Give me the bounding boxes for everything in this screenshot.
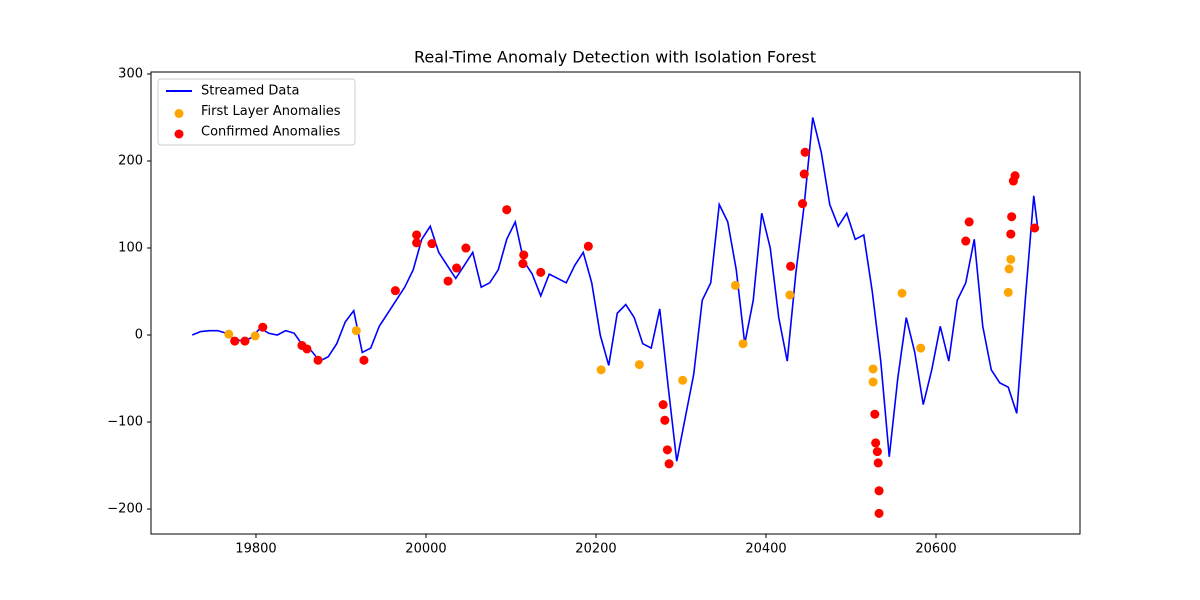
x-tick-label: 20400 — [745, 542, 786, 557]
data-line — [191, 117, 1039, 462]
anomaly-point — [250, 331, 260, 341]
legend-marker — [174, 109, 184, 118]
anomaly-point — [798, 199, 808, 209]
x-tick-label: 19800 — [235, 542, 276, 557]
anomaly-point — [786, 261, 796, 271]
anomaly-point — [1007, 212, 1017, 222]
anomaly-point — [583, 241, 593, 251]
anomaly-point — [351, 326, 361, 336]
anomaly-point — [443, 276, 453, 286]
anomaly-point — [313, 355, 323, 365]
anomaly-point — [1004, 264, 1014, 274]
anomaly-point — [230, 336, 240, 346]
anomaly-point — [662, 445, 672, 455]
y-tick-label: −200 — [107, 502, 143, 517]
plot-area — [150, 71, 1081, 535]
anomaly-point — [502, 205, 512, 215]
anomaly-point — [1010, 171, 1020, 181]
y-tick-label: −100 — [107, 415, 143, 430]
anomaly-point — [412, 238, 422, 248]
anomaly-point — [870, 409, 880, 419]
anomaly-point — [658, 400, 668, 410]
legend-marker — [174, 129, 184, 139]
anomaly-point — [678, 375, 688, 385]
anomaly-point — [664, 459, 674, 469]
y-tick-label: 0 — [135, 328, 143, 343]
anomaly-point — [868, 364, 878, 374]
y-tick-label: 100 — [118, 241, 143, 256]
anomaly-point — [596, 365, 606, 375]
y-tick-label: 300 — [118, 67, 143, 82]
anomaly-point — [359, 355, 369, 365]
anomaly-point — [964, 217, 974, 227]
x-tick-label: 20600 — [915, 542, 956, 557]
anomaly-point — [461, 243, 471, 253]
anomaly-point — [634, 360, 644, 370]
anomaly-point — [874, 486, 884, 496]
anomaly-point — [785, 290, 795, 300]
anomaly-point — [518, 259, 528, 269]
legend-label: First Layer Anomalies — [201, 104, 341, 119]
anomaly-point — [872, 447, 882, 457]
legend-box — [157, 78, 356, 146]
legend-label: Confirmed Anomalies — [201, 125, 341, 140]
anomaly-point — [871, 438, 881, 448]
anomaly-point — [800, 147, 810, 157]
chart-title: Real-Time Anomaly Detection with Isolati… — [414, 48, 816, 67]
anomaly-point — [302, 344, 312, 354]
anomaly-point — [224, 329, 234, 339]
anomaly-point — [799, 169, 809, 179]
x-tick-label: 20000 — [405, 542, 446, 557]
anomaly-point — [427, 239, 437, 249]
anomaly-point — [897, 288, 907, 298]
anomaly-point — [412, 230, 422, 240]
anomaly-point — [868, 377, 878, 387]
anomaly-point — [390, 286, 400, 296]
anomaly-point — [874, 508, 884, 518]
y-tick-label: 200 — [118, 154, 143, 169]
anomaly-point — [916, 343, 926, 353]
anomaly-point — [738, 339, 748, 349]
anomaly-point — [873, 458, 883, 468]
anomaly-point — [258, 322, 268, 332]
anomaly-point — [1003, 287, 1013, 297]
anomaly-point — [961, 236, 971, 246]
anomaly-point — [730, 280, 740, 290]
anomaly-point — [1006, 229, 1016, 239]
anomaly-point — [240, 336, 250, 346]
anomaly-point — [519, 250, 529, 260]
x-tick-label: 20200 — [575, 542, 616, 557]
anomaly-point — [660, 415, 670, 425]
anomaly-point — [1030, 223, 1040, 233]
anomaly-point — [452, 263, 462, 273]
anomaly-point — [1006, 254, 1016, 264]
legend-label: Streamed Data — [201, 84, 299, 99]
anomaly-point — [536, 267, 546, 277]
